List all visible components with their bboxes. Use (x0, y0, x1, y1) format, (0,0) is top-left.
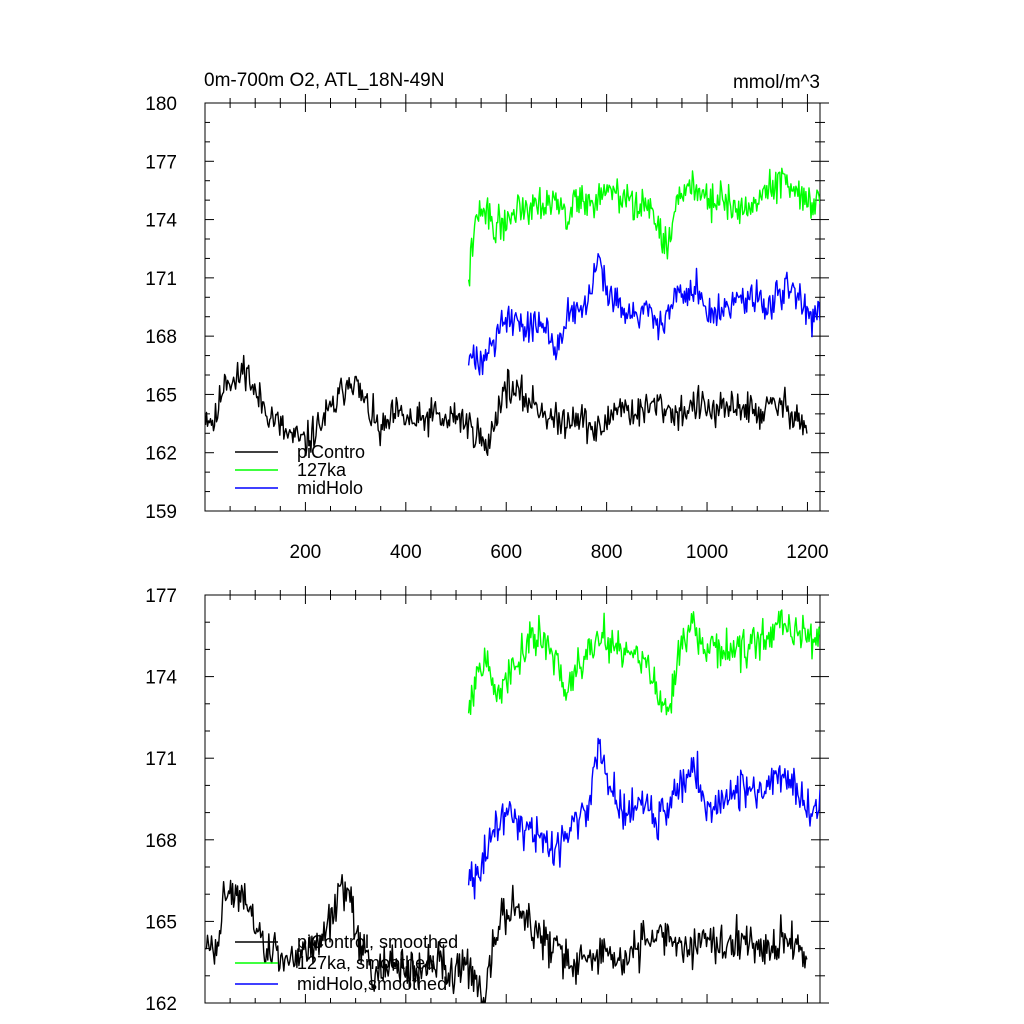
x-tick-label: 600 (490, 542, 522, 563)
x-tick-label: 800 (591, 542, 623, 563)
y-tick-label: 171 (145, 269, 177, 290)
x-tick-label: 200 (290, 542, 322, 563)
y-tick-label: 174 (145, 211, 177, 232)
legend-label: midHolo,smoothed (297, 974, 447, 994)
y-tick-label: 168 (145, 327, 177, 348)
y-tick-label: 162 (145, 994, 177, 1015)
legend-label: 127ka (297, 460, 347, 480)
series-line-1 (467, 167, 820, 287)
legend-label: piControl, smoothed (297, 932, 458, 952)
top-panel-units: mmol/m^3 (733, 72, 820, 93)
series-line-2 (467, 253, 820, 376)
y-tick-label: 159 (145, 502, 177, 523)
y-tick-label: 177 (145, 152, 177, 173)
series-line-1 (467, 609, 820, 716)
series-line-2 (467, 737, 820, 900)
legend-label: piContro (297, 442, 365, 462)
y-tick-label: 174 (145, 668, 177, 689)
y-tick-label: 162 (145, 444, 177, 465)
y-tick-label: 171 (145, 749, 177, 770)
series-line-0 (205, 874, 808, 1003)
y-tick-label: 168 (145, 831, 177, 852)
legend-label: midHolo (297, 478, 363, 498)
x-tick-label: 1000 (686, 542, 728, 563)
x-tick-label: 1200 (786, 542, 828, 563)
bottom-panel: 162 165 168 171 174 177 piControl, smoothed127… (145, 586, 829, 1015)
y-tick-label: 165 (145, 385, 177, 406)
y-tick-label: 180 (145, 94, 177, 115)
y-tick-label: 165 (145, 912, 177, 933)
top-panel: 0m-700m O2, ATL_18N-49N mmol/m^3 200 400 6… (145, 70, 829, 563)
plot-frame (204, 102, 821, 512)
top-panel-title: 0m-700m O2, ATL_18N-49N (204, 70, 444, 91)
y-tick-label: 177 (145, 586, 177, 607)
legend-label: 127ka, smoothed (297, 953, 435, 973)
series-line-0 (205, 354, 808, 457)
x-tick-label: 400 (390, 542, 422, 563)
